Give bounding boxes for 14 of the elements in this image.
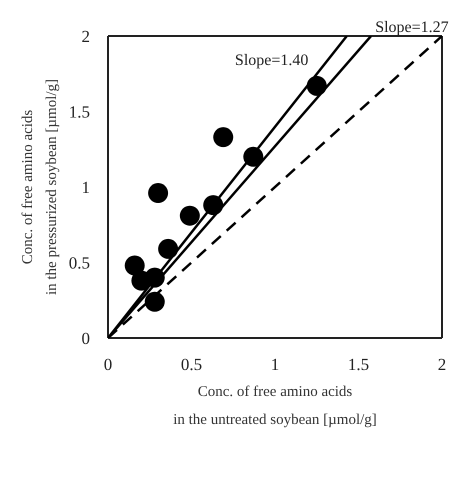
annotation: Slope=1.40 — [234, 52, 308, 70]
annotation: Slope=1.27 — [375, 19, 449, 36]
x-axis-title: Conc. of free amino acids in the untreated soybean [µmol/g] — [173, 384, 377, 428]
y-axis-title: Conc. of free amino acids in the pressurized soybean [µmol/g] — [20, 78, 60, 296]
x-tick-label: 1 — [270, 355, 280, 374]
x-tick-label: 2 — [438, 355, 446, 374]
x-tick-label: 0 — [104, 355, 112, 374]
x-tick-label: 0.5 — [180, 355, 202, 374]
y-tick-label: 1.5 — [68, 102, 90, 122]
y-tick-label: 0.5 — [68, 254, 90, 273]
y-tick-label: 0 — [82, 329, 90, 348]
x-tick-label: 1.5 — [348, 355, 370, 374]
y-tick-label: 1 — [82, 178, 90, 198]
y-tick-label: 2 — [82, 27, 90, 46]
